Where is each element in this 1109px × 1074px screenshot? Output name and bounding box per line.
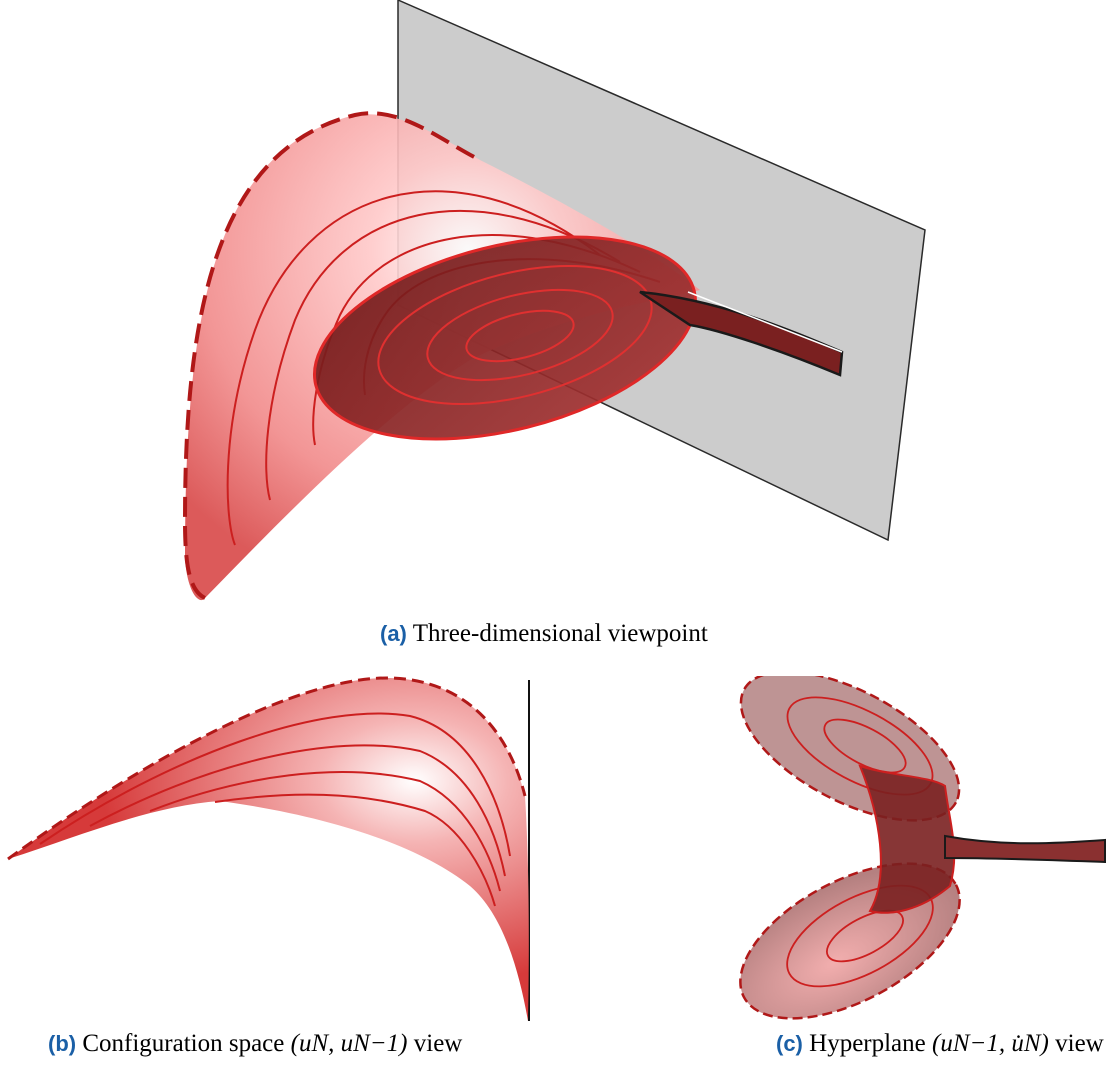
contour-curves-b xyxy=(39,712,511,907)
central-surface xyxy=(858,764,956,914)
contour-curves-disk xyxy=(377,264,653,406)
cusp-tail-c xyxy=(944,834,1106,864)
caption-a: (a) Three-dimensional viewpoint xyxy=(380,620,708,647)
caption-c: (c) Hyperplane (uN−1, u̇N) view xyxy=(776,1030,1104,1057)
surface-b xyxy=(8,677,529,1021)
caption-b: (b) Configuration space (uN, uN−1) view xyxy=(48,1030,463,1057)
panel-c-hyperplane-view xyxy=(739,676,1106,1020)
panel-b-configuration-view xyxy=(7,676,530,1021)
surface-boundary-dashed xyxy=(182,111,481,600)
panel-a-3d-view xyxy=(182,0,926,601)
surface-inner-disk xyxy=(312,235,698,441)
